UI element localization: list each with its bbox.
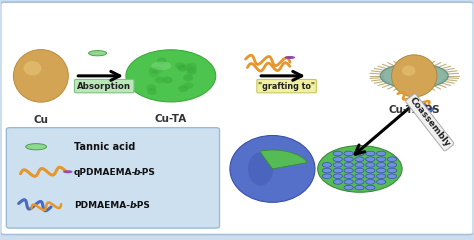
Ellipse shape [175, 62, 185, 69]
Circle shape [376, 180, 386, 184]
Ellipse shape [146, 84, 156, 91]
Circle shape [322, 162, 331, 167]
Circle shape [387, 174, 397, 179]
Circle shape [376, 168, 386, 173]
Wedge shape [260, 150, 308, 169]
Text: Coassembly: Coassembly [408, 96, 452, 149]
Circle shape [376, 151, 386, 156]
Ellipse shape [63, 170, 73, 173]
Text: Cu-TA-PS: Cu-TA-PS [388, 105, 440, 115]
Ellipse shape [157, 58, 167, 64]
Circle shape [355, 168, 364, 173]
Circle shape [376, 174, 386, 179]
FancyBboxPatch shape [6, 128, 219, 228]
Circle shape [376, 157, 386, 162]
Circle shape [333, 180, 342, 184]
Circle shape [366, 174, 375, 179]
Ellipse shape [186, 68, 196, 75]
Circle shape [344, 185, 353, 190]
Ellipse shape [318, 146, 402, 192]
Circle shape [366, 162, 375, 167]
Ellipse shape [149, 71, 159, 78]
Circle shape [333, 168, 342, 173]
Circle shape [333, 174, 342, 179]
Circle shape [366, 151, 375, 156]
Circle shape [355, 157, 364, 162]
Ellipse shape [89, 51, 107, 56]
Ellipse shape [13, 50, 68, 102]
FancyBboxPatch shape [257, 79, 317, 93]
Ellipse shape [153, 67, 163, 73]
Circle shape [366, 157, 375, 162]
Circle shape [322, 168, 331, 173]
Ellipse shape [182, 63, 192, 70]
Text: "grafting to": "grafting to" [258, 82, 315, 91]
Ellipse shape [230, 136, 315, 202]
Circle shape [355, 180, 364, 184]
Text: -PS: -PS [139, 168, 155, 177]
Circle shape [344, 151, 353, 156]
Ellipse shape [26, 144, 46, 150]
Ellipse shape [149, 67, 159, 74]
Circle shape [333, 151, 342, 156]
Circle shape [355, 162, 364, 167]
FancyBboxPatch shape [0, 2, 474, 234]
Circle shape [355, 174, 364, 179]
Text: Cu-TA: Cu-TA [155, 114, 187, 124]
Circle shape [344, 168, 353, 173]
Text: Cu: Cu [33, 115, 48, 125]
Text: b: b [134, 168, 140, 177]
Circle shape [366, 185, 375, 190]
Circle shape [387, 162, 397, 167]
Circle shape [344, 162, 353, 167]
Circle shape [344, 174, 353, 179]
Ellipse shape [187, 66, 197, 73]
Ellipse shape [248, 152, 273, 186]
Circle shape [333, 162, 342, 167]
Text: PDMAEMA-: PDMAEMA- [74, 201, 130, 210]
Circle shape [355, 151, 364, 156]
Circle shape [344, 157, 353, 162]
Ellipse shape [392, 55, 437, 97]
Circle shape [333, 157, 342, 162]
Circle shape [376, 162, 386, 167]
Circle shape [355, 185, 364, 190]
Text: qPDMAEMA-: qPDMAEMA- [74, 168, 137, 177]
Ellipse shape [187, 63, 197, 70]
Ellipse shape [183, 82, 193, 89]
Ellipse shape [178, 85, 188, 92]
Text: Tannic acid: Tannic acid [74, 142, 135, 152]
FancyBboxPatch shape [74, 79, 134, 93]
Ellipse shape [23, 61, 41, 75]
Text: Absorption: Absorption [77, 82, 131, 91]
Circle shape [366, 168, 375, 173]
Circle shape [366, 180, 375, 184]
Ellipse shape [285, 56, 295, 59]
Ellipse shape [183, 74, 193, 81]
Text: -PS: -PS [134, 201, 151, 210]
Ellipse shape [155, 77, 165, 83]
Ellipse shape [147, 88, 157, 95]
Circle shape [387, 157, 397, 162]
Ellipse shape [380, 64, 448, 88]
Ellipse shape [126, 50, 216, 102]
Ellipse shape [151, 61, 172, 70]
Circle shape [387, 168, 397, 173]
Ellipse shape [402, 65, 415, 76]
Text: b: b [129, 201, 136, 210]
Circle shape [322, 174, 331, 179]
Circle shape [344, 180, 353, 184]
Ellipse shape [163, 77, 173, 83]
Ellipse shape [177, 65, 187, 72]
